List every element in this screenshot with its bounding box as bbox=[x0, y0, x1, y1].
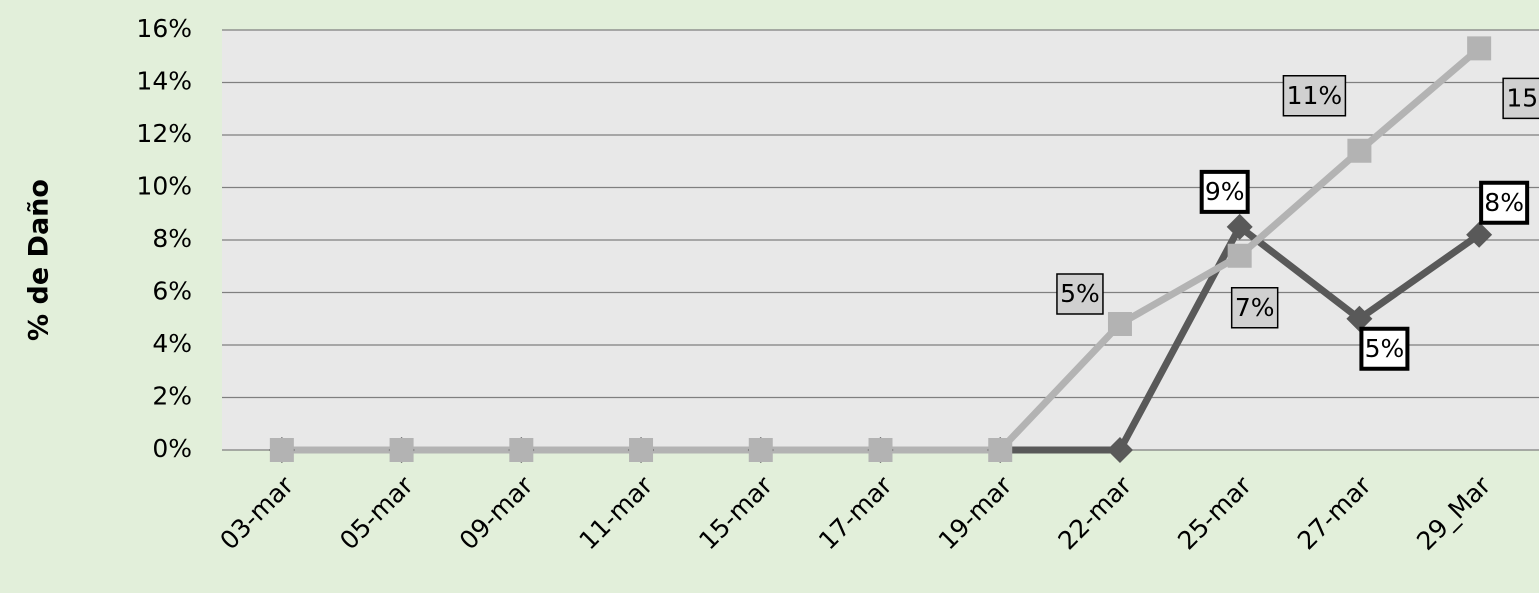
x-tick-label: 27-mar bbox=[1292, 470, 1377, 555]
x-tick-label: 09-mar bbox=[454, 470, 539, 555]
marker bbox=[1346, 305, 1373, 332]
y-tick-label: 8% bbox=[152, 224, 192, 253]
marker bbox=[269, 438, 294, 462]
marker bbox=[1106, 437, 1133, 463]
marker bbox=[389, 438, 414, 462]
label-box bbox=[1056, 273, 1104, 315]
label-box bbox=[1199, 169, 1250, 214]
x-tick-label: 11-mar bbox=[574, 470, 659, 555]
label-box bbox=[1479, 180, 1530, 225]
marker bbox=[868, 438, 893, 462]
x-tick-label: 03-mar bbox=[214, 470, 299, 555]
marker bbox=[1347, 138, 1372, 163]
y-tick-label: 12% bbox=[136, 119, 192, 148]
y-tick-label: 4% bbox=[152, 329, 192, 358]
marker bbox=[748, 438, 773, 462]
x-tick-label: 19-mar bbox=[933, 470, 1018, 555]
marker bbox=[629, 438, 654, 462]
data-label: 15% bbox=[1506, 83, 1539, 112]
marker bbox=[1227, 243, 1252, 268]
marker bbox=[1467, 36, 1492, 61]
marker bbox=[1107, 312, 1132, 336]
data-label: 8% bbox=[1484, 188, 1524, 217]
x-tick-label: 15-mar bbox=[693, 470, 778, 555]
marker bbox=[1466, 221, 1493, 248]
y-tick-label: 14% bbox=[136, 67, 192, 96]
label-box bbox=[1230, 287, 1279, 329]
marker bbox=[1226, 213, 1253, 240]
x-tick-label: 25-mar bbox=[1172, 470, 1257, 555]
y-tick-label: 10% bbox=[136, 172, 192, 201]
data-label: 5% bbox=[1365, 334, 1405, 363]
y-axis-title: % de Daño bbox=[24, 179, 55, 341]
y-tick-label: 6% bbox=[152, 277, 192, 306]
x-tick-label: 17-mar bbox=[813, 470, 898, 555]
y-tick-label: 16% bbox=[136, 14, 192, 43]
data-label: 7% bbox=[1235, 293, 1275, 322]
data-label: 11% bbox=[1287, 81, 1343, 110]
y-tick-label: 2% bbox=[152, 382, 192, 411]
data-label: 9% bbox=[1205, 177, 1245, 206]
label-box bbox=[1359, 326, 1410, 371]
data-label: 5% bbox=[1060, 279, 1100, 308]
x-tick-label: 29_Mar bbox=[1411, 470, 1497, 556]
label-box bbox=[1502, 77, 1539, 120]
marker bbox=[509, 438, 534, 462]
x-tick-label: 05-mar bbox=[334, 470, 419, 555]
y-tick-label: 0% bbox=[152, 434, 192, 463]
x-tick-label: 22-mar bbox=[1052, 470, 1137, 555]
marker bbox=[988, 438, 1013, 462]
label-box bbox=[1282, 75, 1347, 117]
